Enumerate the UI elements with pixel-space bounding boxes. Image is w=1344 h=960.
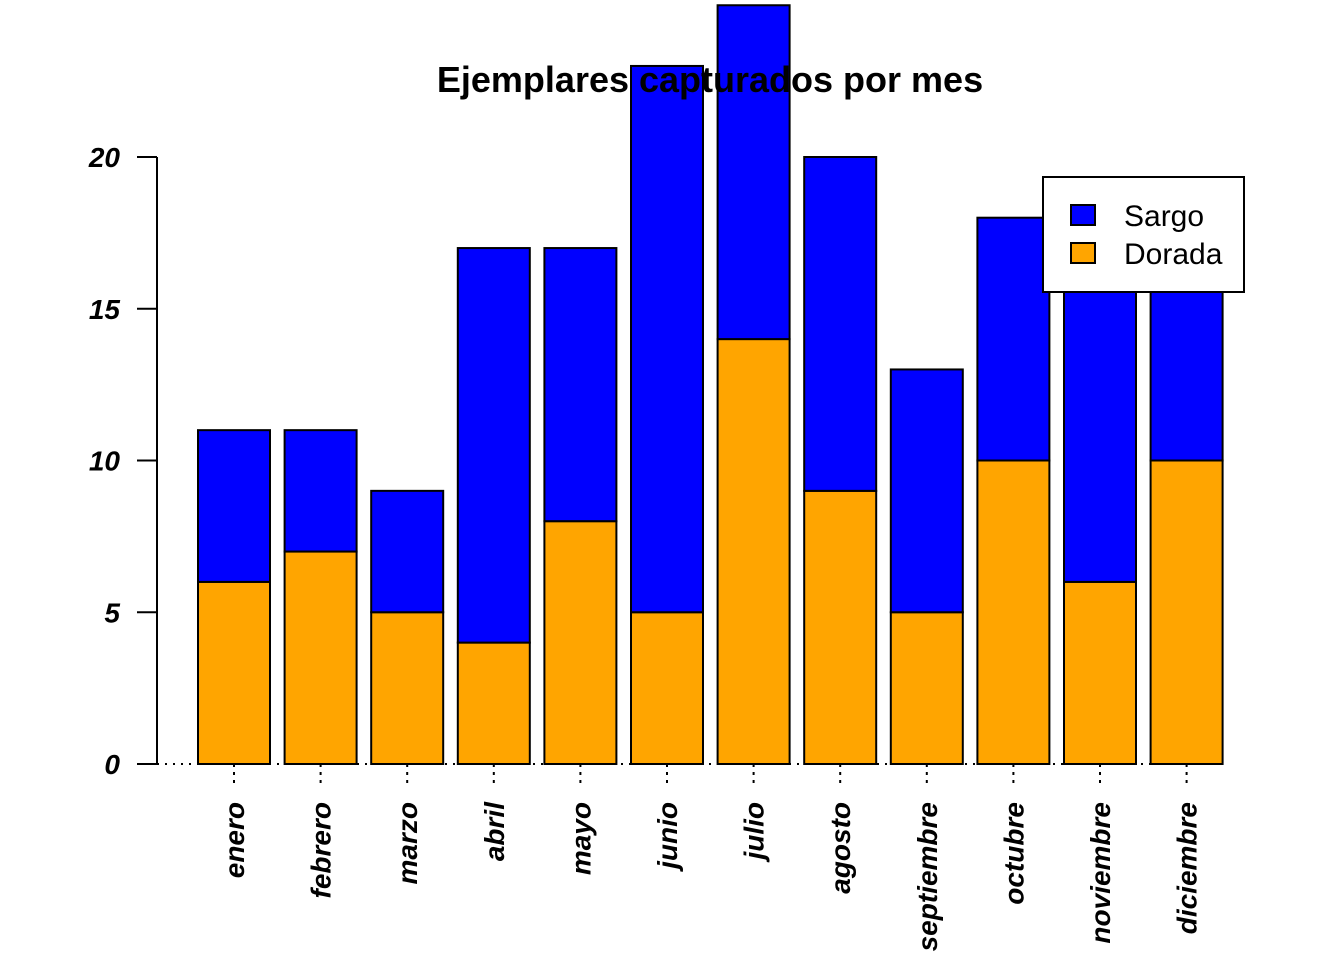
bar-sargo-mayo <box>543 247 618 523</box>
bar-dorada-abril <box>456 641 531 765</box>
legend-label-sargo: Sargo <box>1124 200 1204 233</box>
y-tick-label: 20 <box>88 142 121 173</box>
bar-sargo-febrero <box>283 429 358 553</box>
bar-sargo-julio <box>716 4 791 341</box>
bar-dorada-agosto <box>803 489 878 765</box>
bar-dorada-febrero <box>283 550 358 765</box>
bar-dorada-junio <box>630 611 704 765</box>
bar-dorada-noviembre <box>1063 580 1137 766</box>
legend-label-dorada: Dorada <box>1124 238 1223 271</box>
bar-dorada-mayo <box>543 520 618 766</box>
bar-dorada-marzo <box>370 611 445 765</box>
x-tick-label-diciembre: diciembre <box>1172 802 1203 934</box>
bar-dorada-enero <box>197 580 271 766</box>
bar-dorada-diciembre <box>1149 459 1224 765</box>
bar-sargo-junio <box>630 64 704 614</box>
legend: Sargo Dorada <box>1042 176 1245 293</box>
x-tick-label-octubre: octubre <box>998 802 1029 905</box>
legend-swatch-sargo <box>1070 204 1096 226</box>
legend-swatch-dorada <box>1070 242 1096 264</box>
bar-sargo-diciembre <box>1149 277 1224 462</box>
chart-title: Ejemplares capturados por mes <box>437 59 983 100</box>
bar-dorada-septiembre <box>889 611 964 765</box>
bar-sargo-noviembre <box>1063 247 1137 583</box>
y-tick-label: 15 <box>89 294 121 325</box>
x-tick-label-junio: junio <box>652 802 683 873</box>
x-tick-label-agosto: agosto <box>825 802 856 894</box>
bar-sargo-marzo <box>370 489 445 614</box>
bar-sargo-septiembre <box>889 368 964 614</box>
bar-sargo-enero <box>197 429 271 583</box>
x-tick-label-julio: julio <box>739 802 770 864</box>
y-tick-label: 10 <box>89 446 121 477</box>
x-tick-label-mayo: mayo <box>565 802 596 875</box>
bar-sargo-octubre <box>976 216 1051 462</box>
x-tick-label-enero: enero <box>219 802 250 878</box>
bar-dorada-julio <box>716 338 791 765</box>
x-tick-label-marzo: marzo <box>392 802 423 884</box>
x-tick-label-noviembre: noviembre <box>1085 802 1116 944</box>
y-tick-label: 0 <box>104 749 120 780</box>
bar-dorada-octubre <box>976 459 1051 765</box>
bar-sargo-agosto <box>803 156 878 492</box>
bar-sargo-abril <box>456 247 531 644</box>
x-tick-label-septiembre: septiembre <box>912 802 943 951</box>
legend-box <box>1042 176 1245 293</box>
x-tick-label-abril: abril <box>479 801 510 861</box>
x-tick-label-febrero: febrero <box>306 802 337 898</box>
y-tick-label: 5 <box>104 597 120 628</box>
